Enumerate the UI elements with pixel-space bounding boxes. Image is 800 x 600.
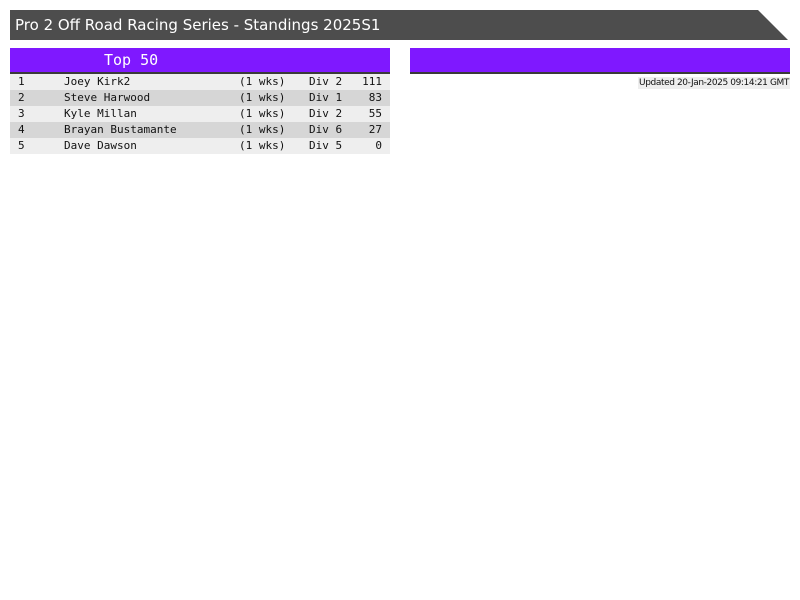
division: Div 2 — [309, 75, 343, 88]
points: 27 — [368, 123, 382, 136]
division: Div 2 — [309, 107, 343, 120]
rank: 3 — [18, 107, 25, 120]
points: 0 — [375, 139, 382, 152]
updated-timestamp: Updated 20-Jan-2025 09:14:21 GMT — [638, 77, 790, 89]
division: Div 5 — [309, 139, 343, 152]
driver-name: Kyle Millan — [64, 107, 137, 120]
table-row: 4 Brayan Bustamante (1 wks) Div 6 27 — [10, 122, 390, 138]
table-row: 2 Steve Harwood (1 wks) Div 1 83 — [10, 90, 390, 106]
table-row: 5 Dave Dawson (1 wks) Div 5 0 — [10, 138, 390, 154]
division: Div 6 — [309, 123, 343, 136]
driver-name: Brayan Bustamante — [64, 123, 177, 136]
points: 111 — [362, 75, 382, 88]
driver-name: Joey Kirk2 — [64, 75, 131, 88]
rank: 4 — [18, 123, 25, 136]
points: 55 — [368, 107, 382, 120]
standings-table: 1 Joey Kirk2 (1 wks) Div 2 111 2 Steve H… — [10, 74, 390, 154]
table-row: 1 Joey Kirk2 (1 wks) Div 2 111 — [10, 74, 390, 90]
driver-name: Steve Harwood — [64, 91, 151, 104]
table-row: 3 Kyle Millan (1 wks) Div 2 55 — [10, 106, 390, 122]
weeks: (1 wks) — [239, 139, 286, 152]
rank: 5 — [18, 139, 25, 152]
right-panel-header — [410, 48, 790, 74]
weeks: (1 wks) — [239, 107, 286, 120]
rank: 1 — [18, 75, 25, 88]
weeks: (1 wks) — [239, 91, 286, 104]
top-50-header: Top 50 — [10, 48, 390, 74]
rank: 2 — [18, 91, 25, 104]
points: 83 — [368, 91, 382, 104]
weeks: (1 wks) — [239, 75, 286, 88]
top-50-title: Top 50 — [104, 51, 159, 69]
page-title: Pro 2 Off Road Racing Series - Standings… — [10, 10, 788, 40]
weeks: (1 wks) — [239, 123, 286, 136]
driver-name: Dave Dawson — [64, 139, 137, 152]
division: Div 1 — [309, 91, 343, 104]
